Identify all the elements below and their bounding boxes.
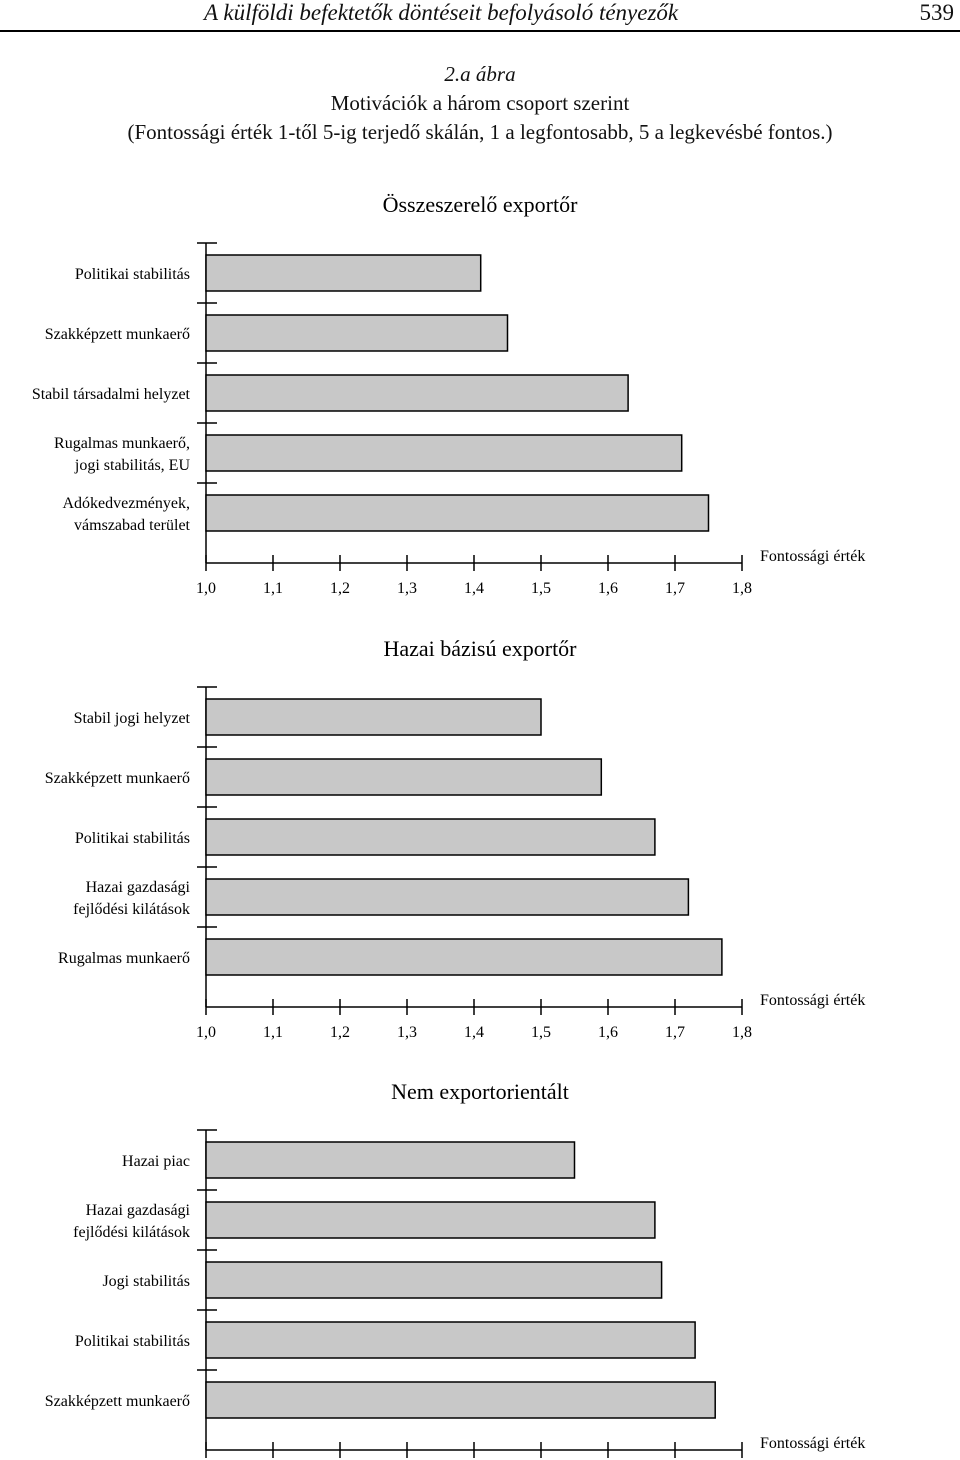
category-label: Politikai stabilitás xyxy=(75,266,190,283)
category-label: Hazai gazdasági fejlődési kilátások xyxy=(73,1202,190,1241)
category-label: Hazai gazdasági fejlődési kilátások xyxy=(73,879,190,918)
figure-title: Motivációk a három csoport szerint xyxy=(330,91,630,115)
x-tick-label: 1,4 xyxy=(464,580,484,597)
category-label: Stabil társadalmi helyzet xyxy=(32,386,191,403)
x-tick-label: 1,1 xyxy=(263,1024,283,1041)
category-label: Rugalmas munkaerő xyxy=(58,950,190,967)
x-tick-label: 1,8 xyxy=(732,580,752,597)
bar xyxy=(205,1141,576,1179)
bar xyxy=(205,758,603,796)
x-tick-label: 1,5 xyxy=(531,1024,551,1041)
x-axis-label: Fontossági érték xyxy=(760,1435,865,1452)
category-label: Politikai stabilitás xyxy=(75,1333,190,1350)
x-tick-label: 1,7 xyxy=(665,1024,685,1041)
category-label: Hazai piac xyxy=(122,1153,190,1170)
figure-label: 2.a ábra xyxy=(444,62,516,86)
page-number: 539 xyxy=(919,0,955,25)
category-label: Politikai stabilitás xyxy=(75,830,190,847)
chart-svg: Hazai bázisú exportőr Stabil jogi helyzet… xyxy=(45,636,866,1041)
x-tick-label: 1,3 xyxy=(397,580,417,597)
running-head: A külföldi befektetők döntéseit befolyás… xyxy=(0,0,960,32)
bar xyxy=(205,818,656,856)
bar xyxy=(205,878,690,916)
category-label: Szakképzett munkaerő xyxy=(45,326,190,343)
category-label: Rugalmas munkaerő, jogi stabilitás, EU xyxy=(54,435,190,474)
bar xyxy=(205,1381,716,1419)
x-tick-label: 1,2 xyxy=(330,580,350,597)
bar xyxy=(205,374,629,412)
figure-caption: 2.a ábra Motivációk a három csoport szer… xyxy=(0,60,960,147)
bar xyxy=(205,1201,656,1239)
chart-title: Hazai bázisú exportőr xyxy=(383,636,577,661)
chart-svg: Összeszerelő exportőr Politikai stabilitá… xyxy=(32,192,866,597)
figure-subtitle: (Fontossági érték 1-től 5-ig terjedő ská… xyxy=(127,120,833,144)
bar xyxy=(205,1261,663,1299)
x-tick-label: 1,8 xyxy=(732,1024,752,1041)
chart-title: Összeszerelő exportőr xyxy=(383,192,579,217)
category-label: Adókedvezmények, vámszabad terület xyxy=(62,495,190,534)
x-tick-label: 1,4 xyxy=(464,1024,484,1041)
bar xyxy=(205,1321,696,1359)
bar xyxy=(205,494,710,532)
category-label: Szakképzett munkaerő xyxy=(45,1393,190,1410)
x-tick-label: 1,7 xyxy=(665,580,685,597)
chart-hazai-bazisu: Hazai bázisú exportőr Stabil jogi helyzet… xyxy=(0,624,960,1044)
x-tick-label: 1,2 xyxy=(330,1024,350,1041)
x-axis-label: Fontossági érték xyxy=(760,992,865,1009)
category-label: Jogi stabilitás xyxy=(102,1273,190,1290)
category-label: Stabil jogi helyzet xyxy=(74,710,191,727)
bar xyxy=(205,434,683,472)
bar xyxy=(205,698,542,736)
bar xyxy=(205,314,509,352)
x-tick-label: 1,0 xyxy=(196,1024,216,1041)
chart-nem-exportorientalt: Nem exportorientált Hazai piac Hazai gazda… xyxy=(0,1067,960,1460)
x-tick-label: 1,6 xyxy=(598,580,618,597)
x-tick-label: 1,5 xyxy=(531,580,551,597)
x-tick-label: 1,3 xyxy=(397,1024,417,1041)
x-tick-label: 1,6 xyxy=(598,1024,618,1041)
x-axis-label: Fontossági érték xyxy=(760,548,865,565)
bar xyxy=(205,938,723,976)
category-label: Szakképzett munkaerő xyxy=(45,770,190,787)
chart-title: Nem exportorientált xyxy=(391,1079,569,1104)
running-title: A külföldi befektetők döntéseit befolyás… xyxy=(204,0,679,25)
chart-svg: Nem exportorientált Hazai piac Hazai gazda… xyxy=(45,1079,865,1458)
bar xyxy=(205,254,482,292)
chart-osszeszerelo: Összeszerelő exportőr Politikai stabilitá… xyxy=(0,180,960,600)
x-tick-label: 1,0 xyxy=(196,580,216,597)
x-tick-label: 1,1 xyxy=(263,580,283,597)
